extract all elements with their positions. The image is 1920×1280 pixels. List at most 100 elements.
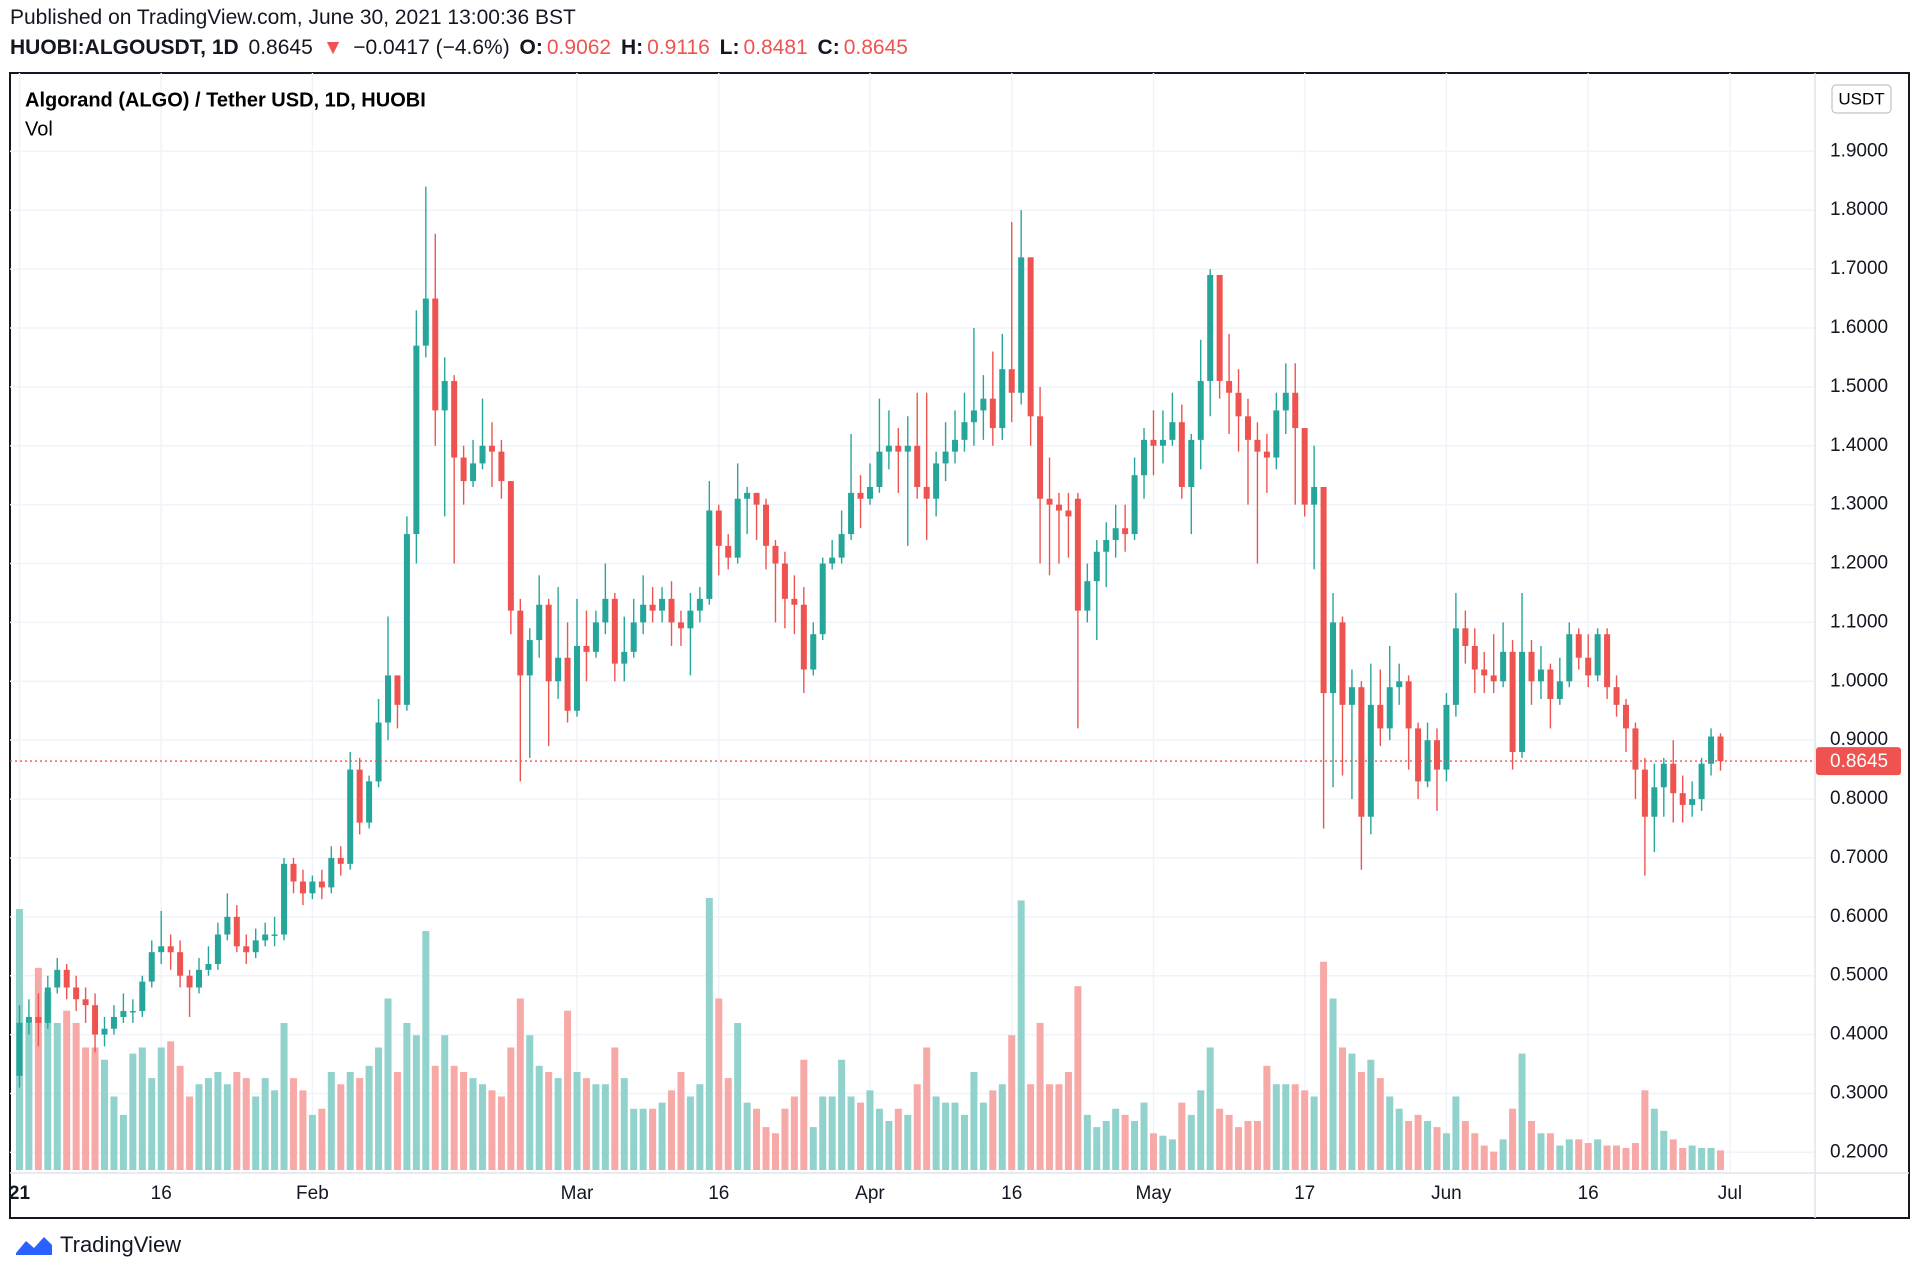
volume-bar <box>781 1108 789 1170</box>
ohlc-value: 0.8645 <box>843 36 908 59</box>
y-tick-label: 1.4000 <box>1830 435 1888 456</box>
volume-bar <box>507 1047 515 1170</box>
candle-body <box>1084 581 1091 611</box>
volume-bar <box>412 1035 420 1170</box>
volume-bar <box>1036 1022 1044 1170</box>
candle-body <box>791 598 798 605</box>
volume-bar <box>875 1108 883 1170</box>
y-tick-label: 0.3000 <box>1830 1083 1888 1104</box>
volume-bar <box>101 1059 109 1170</box>
volume-bar <box>1206 1047 1214 1170</box>
volume-bar <box>365 1065 373 1170</box>
candle-body <box>1273 410 1280 458</box>
volume-bar <box>176 1065 184 1170</box>
volume-bar <box>450 1065 458 1170</box>
candle-body <box>1660 763 1667 788</box>
volume-bar <box>819 1096 827 1170</box>
volume-bar <box>129 1053 137 1170</box>
volume-bar <box>1216 1108 1224 1170</box>
candle-body <box>432 298 439 411</box>
volume-bar <box>1575 1139 1583 1170</box>
ohlc-value: 0.8481 <box>743 36 808 59</box>
volume-bar <box>167 1041 175 1170</box>
y-tick-label: 0.4000 <box>1830 1024 1888 1045</box>
currency-box[interactable] <box>1831 84 1892 114</box>
candle-body <box>687 610 694 629</box>
volume-bar <box>1168 1139 1176 1170</box>
candle-body <box>1131 475 1138 535</box>
volume-bar <box>479 1084 487 1170</box>
candle-body <box>866 486 873 499</box>
candle-body <box>885 445 892 452</box>
candle-body <box>1604 634 1611 688</box>
x-tick-label: May <box>1136 1183 1172 1204</box>
volume-bar <box>526 1035 534 1170</box>
volume-bar <box>1074 986 1082 1170</box>
candle-body <box>1405 681 1412 729</box>
volume-bar <box>1027 1084 1035 1170</box>
volume-bar <box>1499 1139 1507 1170</box>
candle-body <box>1594 634 1601 676</box>
candle-body <box>498 451 505 482</box>
volume-bar <box>847 1096 855 1170</box>
volume-bar <box>1669 1139 1677 1170</box>
volume-bar <box>715 998 723 1170</box>
volume-bar <box>724 1078 732 1170</box>
candle-body <box>366 781 373 823</box>
chart: Algorand (ALGO) / Tether USD, 1D, HUOBI … <box>9 72 1910 1219</box>
candle-body <box>44 987 51 1023</box>
volume-bar <box>923 1047 931 1170</box>
candle-body <box>1216 274 1223 381</box>
candle-body <box>281 863 288 935</box>
x-tick-label: 16 <box>1001 1183 1022 1204</box>
candle-body <box>422 298 429 346</box>
candle-body <box>63 969 70 988</box>
y-tick-label: 0.2000 <box>1830 1141 1888 1162</box>
candle-body <box>1226 380 1233 393</box>
candle-body <box>1254 439 1261 452</box>
candle-body <box>35 1016 42 1023</box>
volume-bar <box>1603 1145 1611 1170</box>
volume-bar <box>1461 1120 1469 1170</box>
published-line: Published on TradingView.com, June 30, 2… <box>10 6 576 29</box>
volume-bar <box>942 1102 950 1170</box>
volume-bar <box>138 1047 146 1170</box>
volume-bar <box>1405 1120 1413 1170</box>
volume-bar <box>1291 1084 1299 1170</box>
candle-body <box>1141 439 1148 476</box>
volume-bar <box>1159 1135 1167 1170</box>
candle-body <box>980 398 987 411</box>
candle-body <box>1632 728 1639 770</box>
candle-body <box>1244 416 1251 440</box>
candle-body <box>177 952 184 976</box>
volume-bar <box>753 1108 761 1170</box>
candle-body <box>1679 793 1686 805</box>
volume-bar <box>318 1108 326 1170</box>
candle-body <box>252 940 259 953</box>
x-tick-label: Apr <box>855 1183 885 1204</box>
volume-bar <box>308 1114 316 1170</box>
candle-body <box>517 610 524 676</box>
candle-body <box>857 492 864 499</box>
candle-body <box>1235 392 1242 417</box>
candle-body <box>1708 736 1715 764</box>
volume-bar <box>734 1022 742 1170</box>
volume-bar <box>1055 1084 1063 1170</box>
candle-body <box>942 451 949 464</box>
volume-bar <box>592 1084 600 1170</box>
candle-body <box>1037 416 1044 499</box>
volume-bar <box>1698 1147 1706 1170</box>
candle-body <box>92 1005 99 1035</box>
x-tick-label: 16 <box>1578 1183 1599 1204</box>
volume-bar <box>157 1047 165 1170</box>
candle-body <box>441 380 448 411</box>
volume-bar <box>866 1090 874 1170</box>
volume-bar <box>1622 1147 1630 1170</box>
volume-bar <box>72 1022 80 1170</box>
volume-bar <box>1197 1090 1205 1170</box>
volume-bar <box>204 1078 212 1170</box>
volume-bar <box>299 1090 307 1170</box>
candle-body <box>73 987 80 1000</box>
volume-bar <box>516 998 524 1170</box>
change-arrow: ▼ <box>322 36 344 59</box>
